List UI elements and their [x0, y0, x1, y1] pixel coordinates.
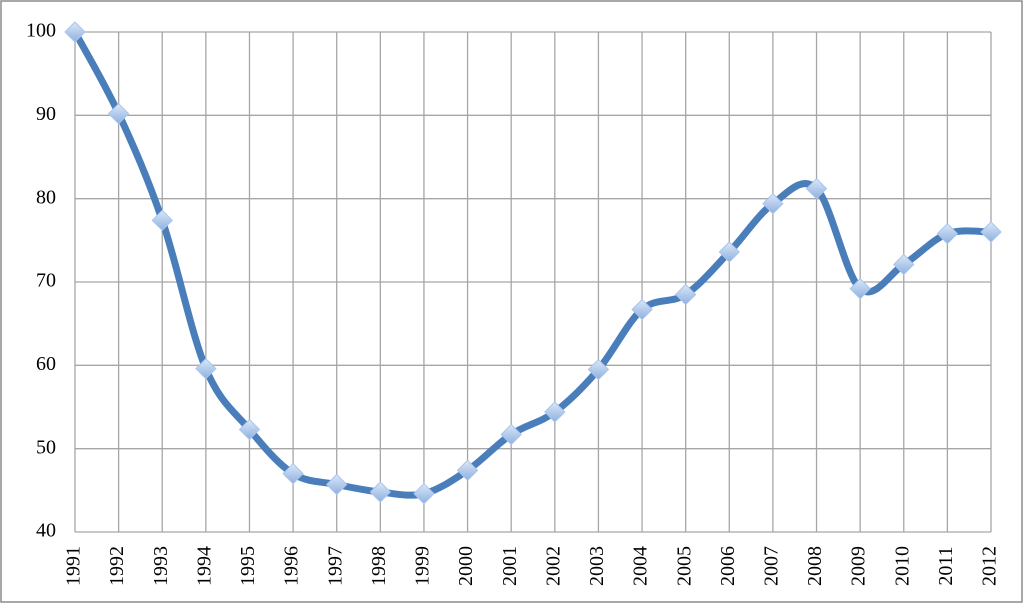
data-marker: [631, 298, 653, 321]
data-marker: [326, 473, 348, 496]
y-tick-label: 70: [36, 270, 56, 292]
x-tick-label: 2011: [935, 546, 957, 585]
data-marker: [544, 401, 566, 423]
x-tick-label: 2010: [891, 546, 913, 586]
y-tick-label: 80: [36, 186, 56, 208]
x-tick-label: 2008: [804, 546, 826, 586]
x-tick-label: 1992: [106, 546, 128, 586]
x-tick-label: 2002: [542, 546, 564, 586]
data-marker: [151, 209, 173, 232]
data-marker: [413, 482, 435, 505]
data-marker: [500, 423, 522, 446]
data-marker: [64, 21, 86, 43]
x-tick-label: 2012: [979, 546, 1001, 586]
x-tick-label: 2001: [499, 546, 521, 586]
data-marker: [762, 192, 784, 215]
x-tick-label: 1994: [193, 546, 215, 586]
data-marker: [674, 283, 697, 306]
x-tick-label: 2000: [455, 546, 477, 586]
x-tick-label: 1998: [368, 546, 390, 586]
x-tick-label: 1999: [412, 546, 434, 586]
y-tick-label: 50: [36, 436, 56, 458]
data-marker: [805, 177, 828, 200]
y-tick-label: 100: [26, 20, 56, 42]
data-marker: [282, 462, 304, 485]
data-marker: [195, 357, 217, 380]
x-tick-label: 2007: [760, 546, 782, 586]
data-marker: [107, 102, 130, 125]
x-tick-label: 1991: [63, 546, 85, 586]
data-marker: [238, 418, 261, 441]
data-marker: [936, 222, 959, 245]
data-marker: [587, 358, 610, 381]
x-tick-label: 2003: [586, 546, 608, 586]
x-tick-label: 1996: [281, 546, 303, 586]
data-marker: [369, 481, 392, 503]
y-tick-label: 90: [36, 103, 56, 125]
data-marker: [456, 459, 479, 482]
x-tick-label: 1995: [237, 546, 259, 586]
data-marker: [849, 277, 871, 300]
y-tick-label: 40: [36, 520, 56, 542]
x-tick-label: 2004: [630, 546, 652, 586]
data-marker: [980, 221, 1002, 243]
data-marker: [718, 241, 740, 263]
x-tick-label: 1997: [324, 546, 346, 586]
x-tick-label: 2005: [673, 546, 695, 586]
data-marker: [893, 253, 915, 276]
x-tick-label: 2009: [848, 546, 870, 586]
y-tick-label: 60: [36, 353, 56, 375]
x-tick-label: 1993: [150, 546, 172, 586]
data-line: [71, 28, 995, 499]
x-tick-label: 2006: [717, 546, 739, 586]
